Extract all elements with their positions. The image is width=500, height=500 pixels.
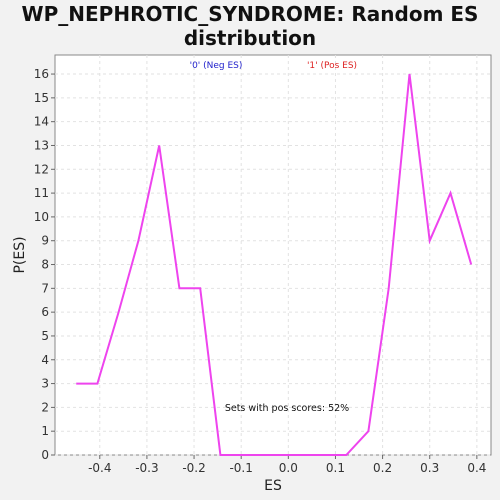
- y-tick-label: 16: [34, 67, 49, 81]
- y-tick-label: 3: [41, 377, 49, 391]
- y-tick-label: 8: [41, 258, 49, 272]
- y-tick-label: 10: [34, 210, 49, 224]
- y-tick-label: 9: [41, 234, 49, 248]
- plot-area: [54, 54, 492, 456]
- legend-entry-neg: '0' (Neg ES): [190, 61, 243, 71]
- y-tick-label: 6: [41, 305, 49, 319]
- x-tick-label: 0.2: [373, 461, 392, 475]
- x-tick-label: 0.0: [279, 461, 298, 475]
- y-tick-label: 7: [41, 281, 49, 295]
- y-tick-label: 4: [41, 353, 49, 367]
- series-line: [76, 73, 473, 456]
- y-tick-label: 14: [34, 115, 49, 129]
- x-tick-label: -0.1: [229, 461, 252, 475]
- x-tick-label: -0.2: [182, 461, 205, 475]
- x-axis-title: ES: [264, 478, 282, 494]
- x-tick-label: 0.3: [420, 461, 439, 475]
- y-tick-label: 11: [34, 186, 49, 200]
- y-tick-label: 5: [41, 329, 49, 343]
- y-tick-label: 2: [41, 400, 49, 414]
- series-lines: [76, 73, 473, 456]
- y-tick-label: 0: [41, 448, 49, 462]
- y-tick-label: 13: [34, 138, 49, 152]
- x-tick-label: -0.3: [135, 461, 158, 475]
- y-tick-label: 1: [41, 424, 49, 438]
- x-tick-label: 0.1: [326, 461, 345, 475]
- annotation-pos-scores: Sets with pos scores: 52%: [225, 403, 349, 414]
- legend-entry-pos: '1' (Pos ES): [307, 61, 357, 71]
- x-tick-label: 0.4: [467, 461, 486, 475]
- y-tick-label: 15: [34, 91, 49, 105]
- chart-title: WP_NEPHROTIC_SYNDROME: Random ES distrib…: [21, 2, 479, 50]
- x-tick-label: -0.4: [88, 461, 111, 475]
- y-axis-title: P(ES): [12, 236, 28, 273]
- grid: [55, 55, 491, 456]
- y-tick-label: 12: [34, 162, 49, 176]
